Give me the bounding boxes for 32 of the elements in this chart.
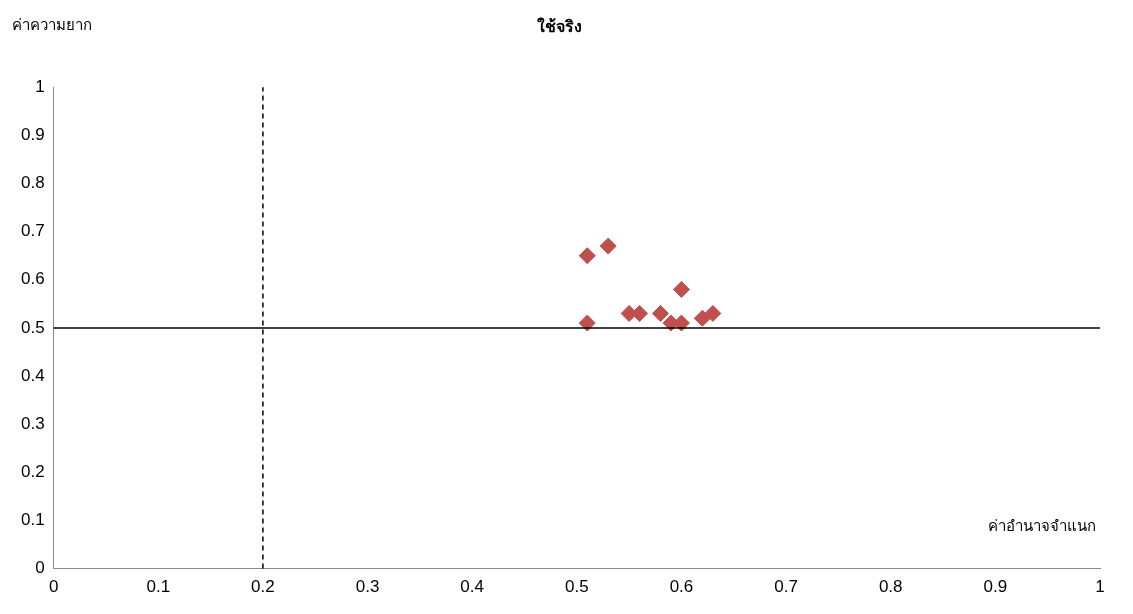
x-tick-label: 0.9: [983, 577, 1008, 597]
point: [672, 280, 690, 298]
x-tick-label: 0.4: [460, 577, 484, 597]
y-tick-label: 0.2: [20, 462, 45, 482]
point: [578, 314, 596, 332]
x-tick-label: 0.3: [355, 577, 380, 597]
y-axis-title: ค่าความยาก: [12, 16, 92, 33]
point: [652, 304, 670, 322]
y-tick-label: 1: [35, 76, 45, 96]
x-tick-label: 0.8: [878, 577, 903, 597]
x-tick-label: 0: [48, 577, 59, 597]
y-tick-label: 0.1: [20, 510, 45, 530]
x-tick-label: 0.1: [146, 577, 171, 597]
y-tick-label: 0: [35, 558, 45, 578]
chart-title: ใช้จริง: [536, 17, 582, 36]
x-axis-title: ค่าอำนาจจำแนก: [988, 516, 1096, 534]
y-tick-label: 0.5: [20, 317, 45, 337]
y-tick-label: 0.7: [20, 221, 45, 241]
y-tick-label: 0.8: [20, 173, 45, 193]
y-tick-label: 0.9: [20, 125, 45, 145]
y-tick-label: 0.6: [20, 269, 45, 289]
x-tick-label: 0.7: [774, 577, 798, 597]
x-tick-label: 0.2: [251, 577, 275, 597]
x-tick-label: 0.5: [565, 577, 589, 597]
y-tick-label: 0.4: [20, 365, 45, 385]
x-tick-label: 1: [1095, 577, 1105, 597]
point: [578, 247, 596, 265]
point: [599, 237, 617, 255]
x-tick-label: 0.6: [669, 577, 694, 597]
point: [693, 309, 711, 327]
point: [704, 304, 722, 322]
y-tick-label: 0.3: [20, 413, 45, 433]
